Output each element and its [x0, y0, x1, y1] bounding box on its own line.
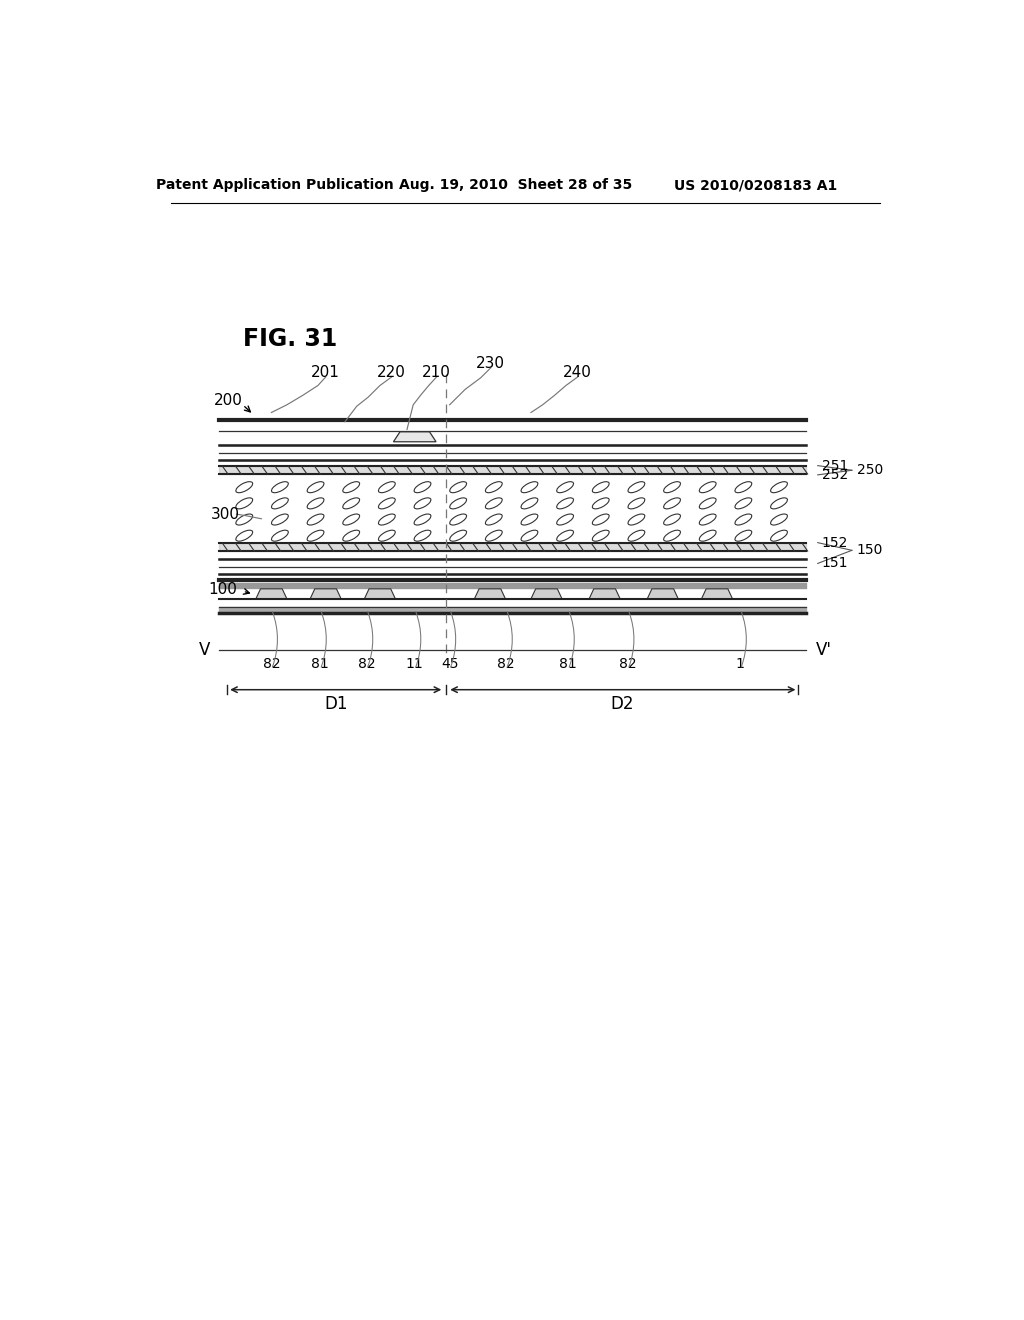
Polygon shape: [647, 589, 678, 599]
Text: 210: 210: [422, 364, 451, 380]
Polygon shape: [474, 589, 506, 599]
Text: 152: 152: [821, 536, 848, 549]
Text: 11: 11: [406, 656, 424, 671]
Text: 200: 200: [214, 393, 243, 408]
Text: 151: 151: [821, 557, 848, 570]
Text: Aug. 19, 2010  Sheet 28 of 35: Aug. 19, 2010 Sheet 28 of 35: [399, 178, 632, 193]
Text: 230: 230: [476, 355, 505, 371]
Text: V': V': [815, 640, 831, 659]
Polygon shape: [589, 589, 621, 599]
Text: US 2010/0208183 A1: US 2010/0208183 A1: [674, 178, 838, 193]
Text: 82: 82: [262, 656, 281, 671]
Polygon shape: [310, 589, 341, 599]
Text: Patent Application Publication: Patent Application Publication: [157, 178, 394, 193]
Text: 45: 45: [441, 656, 459, 671]
Text: 81: 81: [559, 656, 578, 671]
Text: 250: 250: [856, 463, 883, 478]
Text: D2: D2: [610, 694, 634, 713]
Text: 252: 252: [821, 467, 848, 482]
Text: 1: 1: [736, 656, 744, 671]
Text: 100: 100: [208, 582, 237, 597]
Text: 81: 81: [311, 656, 329, 671]
Text: 300: 300: [210, 507, 240, 521]
Text: 82: 82: [498, 656, 515, 671]
Text: 240: 240: [563, 364, 592, 380]
Text: 220: 220: [377, 364, 406, 380]
Text: V: V: [199, 640, 210, 659]
Polygon shape: [256, 589, 287, 599]
Text: 82: 82: [620, 656, 637, 671]
Text: 150: 150: [856, 544, 883, 557]
Polygon shape: [531, 589, 562, 599]
Polygon shape: [701, 589, 732, 599]
Text: 251: 251: [821, 458, 848, 473]
Text: D1: D1: [325, 694, 348, 713]
Text: 201: 201: [311, 364, 340, 380]
Polygon shape: [365, 589, 395, 599]
Text: 82: 82: [357, 656, 376, 671]
Text: FIG. 31: FIG. 31: [243, 327, 337, 351]
Polygon shape: [393, 432, 436, 442]
